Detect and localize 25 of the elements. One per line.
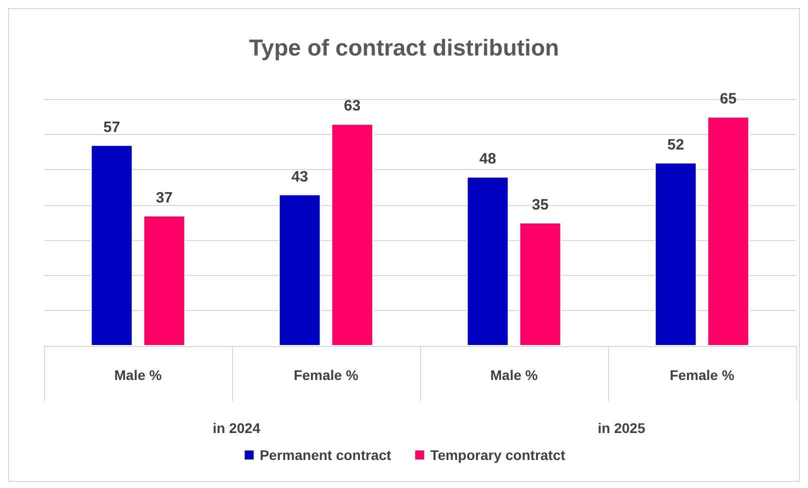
legend-label: Permanent contract — [260, 447, 392, 463]
bar — [90, 144, 133, 346]
data-label: 35 — [532, 196, 549, 214]
bar — [707, 116, 750, 346]
data-label: 65 — [720, 90, 737, 108]
x-tick-label: Female % — [670, 367, 735, 383]
bar — [331, 124, 374, 346]
chart-title: Type of contract distribution — [248, 34, 560, 60]
x-tick-label: Male % — [490, 367, 538, 383]
text: in 2024 — [212, 420, 260, 436]
data-label: 43 — [291, 168, 308, 186]
data-label: 57 — [103, 118, 120, 136]
bar — [654, 162, 697, 346]
bar — [466, 176, 509, 346]
bar — [278, 194, 321, 346]
text: in 2025 — [598, 420, 646, 436]
data-label: 48 — [479, 150, 496, 168]
x-tick-label: Female % — [294, 367, 359, 383]
legend-label: Temporary contratct — [430, 447, 566, 463]
data-label: 37 — [156, 189, 173, 206]
data-label: 52 — [667, 136, 684, 154]
data-label: 63 — [344, 98, 361, 115]
bar — [519, 222, 562, 346]
x-tick-label: Male % — [114, 367, 162, 383]
bar — [143, 215, 186, 346]
